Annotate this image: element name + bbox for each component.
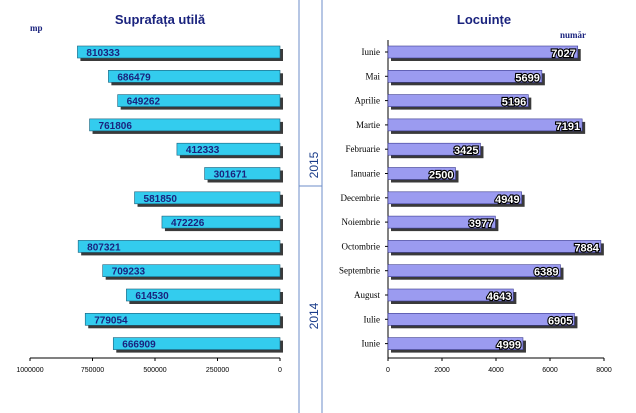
left-bar-value-label: 779054: [94, 315, 128, 326]
right-bar-value-label: 2500: [429, 170, 453, 182]
right-category-label: Ianuarie: [351, 169, 380, 179]
right-category-label: August: [354, 290, 381, 300]
right-bar: [387, 118, 583, 132]
right-category-label: Aprilie: [355, 96, 381, 106]
right-category-label: Martie: [356, 120, 380, 130]
center-divider: [298, 0, 323, 413]
right-chart: 0 2000 4000 6000 8000 Iunie 7027 Mai 5699 Aprilie…: [339, 40, 612, 374]
left-chart: 0 250000 500000 750000 1000000 810333 686479 64…: [16, 45, 284, 374]
left-x-tick-label: 500000: [143, 367, 166, 374]
right-bar-value-label: 4999: [496, 340, 520, 352]
right-bar-value-label: 5699: [515, 72, 539, 84]
left-bar: [84, 312, 281, 326]
right-bar-value-label: 6389: [534, 267, 558, 279]
left-x-tick-label: 250000: [206, 367, 229, 374]
right-category-label: Iunie: [362, 339, 381, 349]
right-unit-label: număr: [560, 30, 586, 40]
right-bar: [387, 312, 575, 326]
right-x-tick-label: 4000: [488, 367, 504, 374]
right-bar-value-label: 4949: [495, 194, 519, 206]
right-bar-value-label: 4643: [487, 291, 511, 303]
left-bar: [126, 288, 281, 302]
right-chart-title: Locuințe: [457, 12, 511, 27]
left-x-tick-label: 0: [278, 367, 282, 374]
right-x-tick-label: 0: [386, 367, 390, 374]
right-bar: [387, 70, 543, 83]
right-bar: [387, 94, 529, 107]
right-bar-value-label: 3977: [469, 218, 493, 230]
right-bar-value-label: 7884: [574, 242, 599, 254]
left-bar: [161, 215, 281, 229]
left-bar-value-label: 581850: [144, 194, 178, 205]
right-category-label: Decembrie: [341, 193, 380, 203]
year-label-2015: 2015: [307, 151, 321, 178]
left-bar-value-label: 807321: [87, 242, 121, 253]
left-bar: [134, 191, 281, 205]
right-bar: [387, 215, 496, 229]
year-label-2014: 2014: [307, 302, 321, 329]
left-bar: [204, 167, 281, 180]
left-bar: [108, 70, 281, 83]
left-bar: [77, 45, 281, 59]
left-bar: [77, 240, 281, 253]
right-bar: [387, 142, 481, 156]
left-bar-value-label: 649262: [127, 97, 161, 108]
right-bar: [387, 240, 602, 253]
right-category-label: Septembrie: [339, 266, 380, 276]
left-x-tick-label: 750000: [81, 367, 104, 374]
left-bar-value-label: 301671: [214, 170, 248, 181]
right-bar: [387, 45, 579, 59]
right-x-tick-label: 2000: [434, 367, 450, 374]
right-x-tick-label: 8000: [596, 367, 612, 374]
left-bar: [112, 337, 281, 350]
left-bar: [176, 142, 281, 156]
right-bar-value-label: 3425: [454, 145, 478, 157]
right-category-label: Noiembrie: [342, 217, 381, 227]
left-bar-value-label: 614530: [135, 291, 169, 302]
right-bar-value-label: 5196: [502, 97, 526, 109]
right-bar-value-label: 7027: [551, 48, 575, 60]
left-bar: [102, 264, 281, 278]
right-bar-value-label: 6905: [548, 315, 572, 327]
left-bar-value-label: 412333: [186, 145, 220, 156]
right-bar: [387, 167, 456, 180]
left-bar-value-label: 709233: [112, 267, 146, 278]
left-bar-value-label: 761806: [99, 121, 133, 132]
right-x-tick-label: 6000: [542, 367, 558, 374]
left-unit-label: mp: [30, 23, 43, 33]
left-bar-value-label: 686479: [117, 72, 151, 83]
left-bar: [117, 94, 281, 107]
right-bar: [387, 191, 522, 205]
right-bar: [387, 264, 561, 278]
left-bar-value-label: 666909: [122, 340, 156, 351]
left-bar-value-label: 810333: [86, 48, 120, 59]
right-category-label: Iunie: [362, 47, 381, 57]
left-x-tick-label: 1000000: [16, 367, 43, 374]
right-category-label: Februarie: [346, 144, 380, 154]
right-category-label: Iulie: [364, 314, 381, 324]
right-category-label: Mai: [366, 71, 381, 81]
left-bar-value-label: 472226: [171, 218, 205, 229]
right-bar-value-label: 7191: [556, 121, 580, 133]
right-bar: [387, 337, 524, 350]
left-bar: [89, 118, 281, 132]
right-bar: [387, 288, 514, 302]
right-category-label: Octombrie: [342, 241, 381, 251]
left-chart-title: Suprafața utilă: [115, 12, 206, 27]
